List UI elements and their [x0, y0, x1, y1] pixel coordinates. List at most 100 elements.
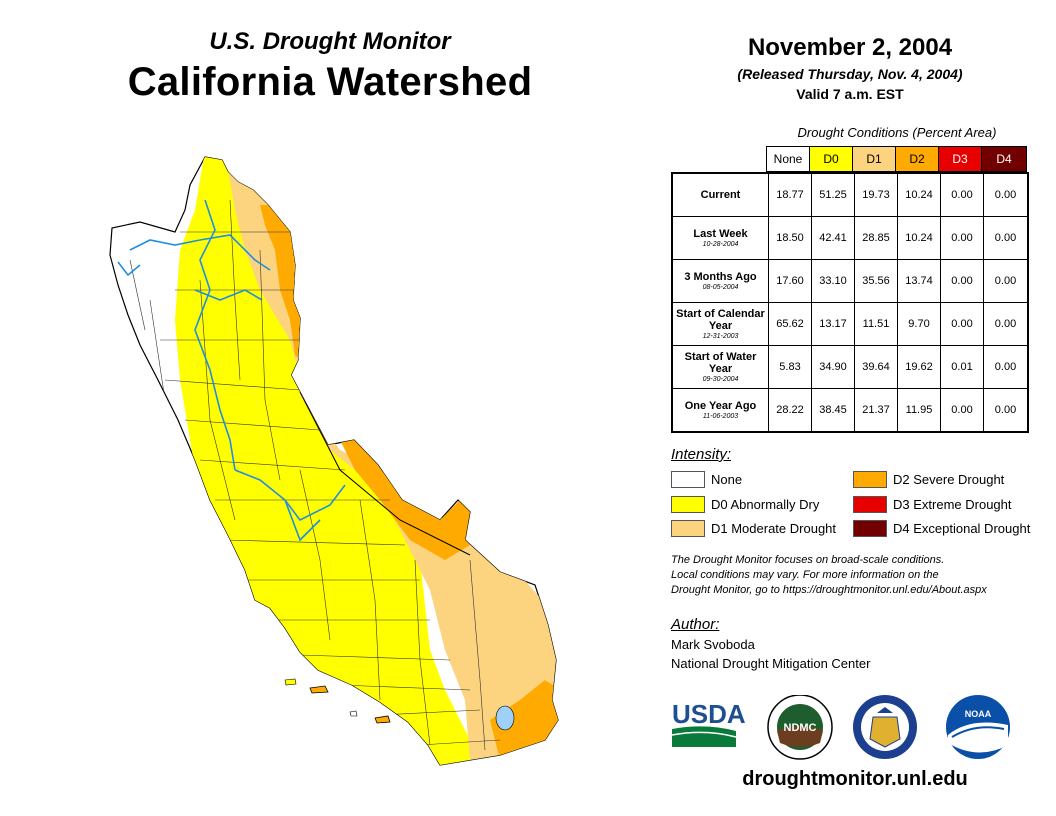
- disclaimer: The Drought Monitor focuses on broad-sca…: [671, 553, 1041, 598]
- table-cell: 0.00: [941, 303, 984, 345]
- row-date: 10-28-2004: [702, 240, 739, 248]
- legend-item: D2 Severe Drought: [853, 471, 1004, 488]
- author-name: Mark Svoboda: [671, 637, 755, 652]
- table-cell: 65.62: [769, 303, 812, 345]
- table-cell: 38.45: [812, 389, 855, 431]
- table-caption: Drought Conditions (Percent Area): [797, 125, 997, 140]
- legend-label: D3 Extreme Drought: [893, 497, 1012, 512]
- legend-item: None: [671, 471, 742, 488]
- table-cell: 33.10: [812, 260, 855, 302]
- usda-logo: USDA: [671, 699, 746, 747]
- map-date: November 2, 2004: [747, 34, 953, 61]
- row-label: One Year Ago 11-06-2003: [673, 389, 769, 431]
- website-link[interactable]: droughtmonitor.unl.edu: [742, 768, 968, 790]
- legend-swatch: [853, 520, 887, 537]
- table-cell: 35.56: [855, 260, 898, 302]
- column-header-d1: D1: [853, 147, 896, 171]
- table-cell: 0.01: [941, 346, 984, 388]
- column-header-d3: D3: [939, 147, 982, 171]
- column-header-none: None: [767, 147, 810, 171]
- valid-time: Valid 7 a.m. EST: [796, 86, 904, 102]
- row-label: Start of Water Year 09-30-2004: [673, 346, 769, 388]
- row-label-text: 3 Months Ago: [684, 270, 757, 283]
- row-label: Start of Calendar Year 12-31-2003: [673, 303, 769, 345]
- legend-label: D0 Abnormally Dry: [711, 497, 820, 512]
- table-row: One Year Ago 11-06-2003 28.22 38.45 21.37 11.…: [673, 389, 1027, 431]
- watershed-boundary: [299, 391, 471, 556]
- row-label-text: Last Week: [693, 227, 748, 240]
- watershed-map: [109, 156, 559, 766]
- table-row: Start of Water Year 09-30-2004 5.83 34.90 39…: [673, 346, 1027, 389]
- d0-region: [175, 157, 470, 765]
- table-row: Start of Calendar Year 12-31-2003 65.62 13.…: [673, 303, 1027, 346]
- table-cell: 5.83: [769, 346, 812, 388]
- legend-swatch: [853, 471, 887, 488]
- table-cell: 51.25: [812, 174, 855, 216]
- channel-island: [284, 678, 297, 686]
- table-cell: 10.24: [898, 174, 941, 216]
- table-cell: 11.95: [898, 389, 941, 431]
- table-cell: 9.70: [898, 303, 941, 345]
- table-cell: 0.00: [994, 232, 1017, 244]
- row-label: Current: [673, 174, 769, 216]
- legend-swatch: [853, 496, 887, 513]
- d1-region: [228, 170, 558, 760]
- noaa-logo-text: NOAA: [965, 709, 992, 719]
- date-block: November 2, 2004 (Released Thursday, Nov…: [680, 34, 1020, 102]
- table-cell: 0.00: [994, 361, 1017, 373]
- disclaimer-line: The Drought Monitor focuses on broad-sca…: [671, 554, 945, 566]
- table-cell: 17.60: [769, 260, 812, 302]
- table-cell: 19.62: [898, 346, 941, 388]
- legend-item: D3 Extreme Drought: [853, 496, 1012, 513]
- channel-island: [374, 715, 391, 724]
- legend-swatch: [671, 520, 705, 537]
- legend-item: D0 Abnormally Dry: [671, 496, 819, 513]
- column-header-d4: D4: [982, 147, 1026, 171]
- table-cell: 34.90: [812, 346, 855, 388]
- legend-title: Intensity:: [671, 446, 732, 463]
- row-date: 11-06-2003: [702, 412, 739, 420]
- d2-region-east: [340, 440, 475, 560]
- legend-label: D4 Exceptional Drought: [893, 521, 1031, 536]
- table-cell: 39.64: [855, 346, 898, 388]
- partner-logos: USDA NDMC NOAA: [671, 695, 1010, 760]
- legend-item: D4 Exceptional Drought: [853, 520, 1030, 537]
- legend-label: D2 Severe Drought: [893, 472, 1005, 487]
- salton-sea: [495, 705, 515, 731]
- table-cell: 0.00: [994, 404, 1017, 416]
- row-label-text: Start of Calendar Year: [676, 307, 765, 332]
- table-cell: 28.22: [769, 389, 812, 431]
- noaa-logo: NOAA: [946, 695, 1010, 759]
- ndmc-logo-text: NDMC: [784, 722, 817, 734]
- usda-logo-text: USDA: [672, 699, 746, 729]
- column-header-d2: D2: [896, 147, 939, 171]
- column-header-d0: D0: [810, 147, 853, 171]
- disclaimer-line: Drought Monitor, go to https://droughtmo…: [671, 584, 987, 596]
- table-cell: 0.00: [994, 275, 1017, 287]
- table-row: Last Week 10-28-2004 18.50 42.41 28.85 10.24 0…: [673, 217, 1027, 260]
- row-label-text: Current: [700, 189, 741, 201]
- row-date: 09-30-2004: [702, 375, 739, 383]
- table-cell: 10.24: [898, 217, 941, 259]
- table-cell: 13.74: [898, 260, 941, 302]
- release-date: (Released Thursday, Nov. 4, 2004): [737, 66, 963, 82]
- table-row: Current 18.77 51.25 19.73 10.24 0.00 0.00: [673, 174, 1027, 217]
- channel-island: [309, 685, 329, 694]
- table-cell: 11.51: [855, 303, 898, 345]
- table-cell: 0.00: [994, 318, 1017, 330]
- channel-island: [349, 710, 358, 717]
- row-label: Last Week 10-28-2004: [673, 217, 769, 259]
- table-header-row: None D0 D1 D2 D3 D4: [766, 146, 1027, 172]
- disclaimer-line: Local conditions may vary. For more info…: [671, 569, 939, 581]
- drought-stats-table: Current 18.77 51.25 19.73 10.24 0.00 0.00 Last …: [671, 172, 1029, 433]
- row-date: 08-05-2004: [702, 283, 739, 291]
- map-title: California Watershed: [127, 60, 533, 104]
- row-date: 12-31-2003: [702, 332, 739, 340]
- map-subtitle: U.S. Drought Monitor: [209, 28, 451, 55]
- table-cell: 0.00: [941, 260, 984, 302]
- table-cell: 0.00: [941, 174, 984, 216]
- table-cell: 19.73: [855, 174, 898, 216]
- d2-region-south: [490, 680, 558, 760]
- author-org: National Drought Mitigation Center: [671, 656, 871, 671]
- table-cell: 13.17: [812, 303, 855, 345]
